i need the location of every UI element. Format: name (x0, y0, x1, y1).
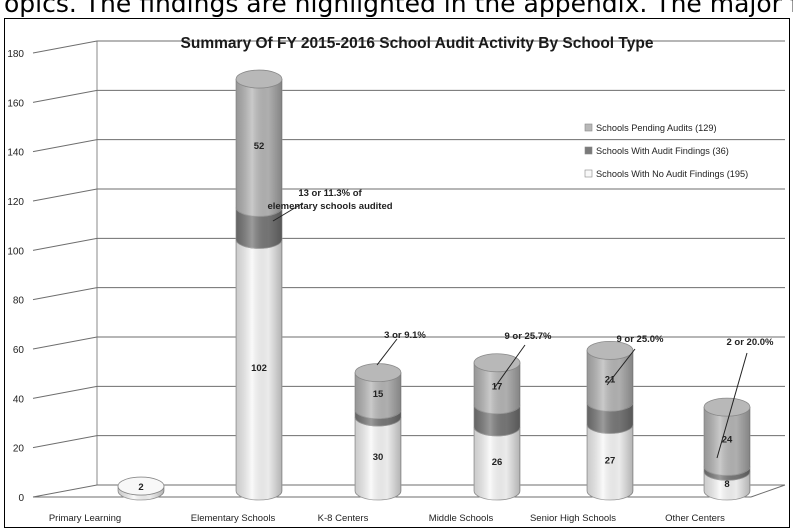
bar-segment-shading (704, 471, 750, 500)
legend-entry: Schools Pending Audits (129) (596, 123, 717, 133)
bar-top-cap (117, 476, 165, 496)
annotation-label: 9 or 25.0% (617, 334, 665, 345)
bar-top-cap (703, 397, 751, 417)
y-tick-label: 60 (13, 345, 25, 356)
bar-top-cap (235, 69, 283, 89)
annotation-label: 2 or 20.0% (727, 337, 775, 348)
data-label: 21 (605, 374, 616, 385)
legend-entry: Schools With No Audit Findings (195) (596, 169, 748, 179)
bar-top-cap (354, 363, 402, 383)
gridline (32, 484, 785, 498)
y-tick-label: 140 (7, 148, 24, 159)
y-tick-label: 180 (7, 49, 24, 60)
gridline (32, 287, 785, 301)
x-axis: Primary Learning Elementary Schools K-8 Ce… (49, 513, 725, 524)
gridline (32, 385, 785, 399)
bar-segment-shading (474, 426, 520, 500)
x-tick-label: Primary Learning (49, 513, 121, 524)
floor-side-edge (750, 484, 786, 498)
bar-top-cap (586, 340, 634, 360)
annotation-leader (716, 352, 748, 459)
data-label: 27 (605, 456, 616, 467)
bar-segment-shading (704, 466, 750, 481)
bar-segment-shading (474, 362, 520, 414)
bar-segment-shading (236, 79, 282, 217)
bars (117, 69, 751, 501)
chart-title: Summary Of FY 2015-2016 School Audit Act… (181, 35, 654, 52)
legend: Schools Pending Audits (129) Schools With… (584, 123, 748, 179)
legend-swatch (584, 169, 593, 178)
bar-segment-shading (355, 409, 401, 426)
x-tick-label: Middle Schools (429, 513, 494, 524)
bar-stack (235, 69, 283, 501)
gridlines (32, 40, 786, 498)
x-tick-label: K-8 Centers (318, 513, 369, 524)
gridline (32, 89, 785, 103)
x-tick-label: Elementary Schools (191, 513, 276, 524)
data-label: 15 (373, 389, 384, 400)
annotations: 13 or 11.3% of elementary schools audited… (267, 188, 775, 459)
data-label: 17 (492, 382, 503, 393)
data-labels: 2 102 52 30 15 26 17 27 21 8 24 (138, 141, 733, 493)
gridline (32, 435, 785, 449)
bar-segment-shading (236, 239, 282, 500)
annotation-leader (606, 348, 636, 386)
bar-stack (354, 363, 402, 501)
data-label: 24 (722, 435, 733, 446)
chart-container: 0 20 40 60 80 100 120 140 160 180 2 102 52 30 15 26 17 2… (4, 18, 790, 528)
bar-stack (703, 397, 751, 501)
x-tick-label: Senior High Schools (530, 513, 616, 524)
data-label: 26 (492, 457, 503, 468)
document-text-line: opics. The findings are highlighted in t… (4, 0, 793, 17)
bar-segment-shading (587, 424, 633, 500)
bar-segment-shading (236, 207, 282, 249)
y-tick-label: 160 (7, 98, 24, 109)
annotation-label: 9 or 25.7% (505, 331, 553, 342)
y-tick-label: 40 (13, 394, 25, 405)
data-label: 52 (254, 141, 265, 152)
bar-segment-shading (355, 372, 401, 419)
legend-swatch (584, 123, 593, 132)
y-tick-label: 100 (7, 246, 24, 257)
y-tick-label: 20 (13, 444, 25, 455)
legend-entry: Schools With Audit Findings (36) (596, 146, 729, 156)
gridline (32, 188, 785, 202)
data-label: 8 (724, 479, 729, 490)
gridline (32, 336, 785, 350)
x-tick-label: Other Centers (665, 513, 725, 524)
annotation-label: 3 or 9.1% (384, 330, 426, 341)
bar-segment-shading (704, 407, 750, 476)
data-label: 2 (138, 482, 143, 493)
annotation-leader (494, 344, 526, 388)
legend-swatch (584, 146, 593, 155)
bar-top-cap (473, 353, 521, 373)
gridline (32, 139, 785, 153)
annotation-leader (272, 202, 304, 222)
bar-segment-shading (355, 417, 401, 500)
annotation-leader (376, 338, 398, 366)
data-label: 30 (373, 452, 384, 463)
gridline (32, 237, 785, 251)
bar-stack (473, 353, 521, 501)
y-tick-label: 120 (7, 197, 24, 208)
bar-stack (117, 476, 165, 501)
gridline (32, 40, 785, 54)
y-axis: 0 20 40 60 80 100 120 140 160 180 (7, 49, 24, 504)
annotation-label: 13 or 11.3% of elementary schools audited (267, 188, 392, 212)
bar-segment-shading (118, 486, 164, 500)
data-label: 102 (251, 363, 267, 374)
bar-stack (586, 340, 634, 501)
y-tick-label: 80 (13, 296, 25, 307)
y-tick-label: 0 (18, 493, 24, 504)
